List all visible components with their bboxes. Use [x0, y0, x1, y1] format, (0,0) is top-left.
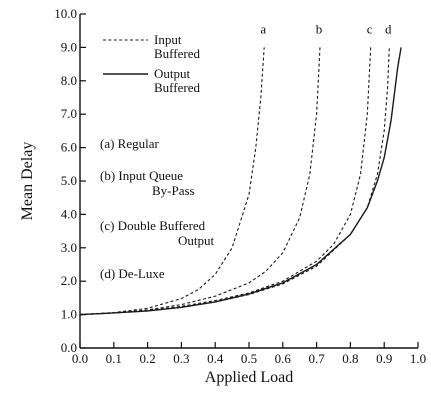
- x-tick-label: 0.4: [207, 351, 224, 366]
- x-axis-title: Applied Load: [205, 369, 293, 386]
- note-text: (d) De-Luxe: [100, 266, 165, 281]
- y-tick-label: 4.0: [61, 206, 77, 221]
- y-tick-label: 9.0: [61, 39, 77, 54]
- legend-label: Buffered: [154, 80, 200, 95]
- legend-label: Output: [154, 66, 191, 81]
- y-tick-label: 10.0: [54, 6, 77, 21]
- curve-label-b: b: [316, 21, 323, 36]
- curves-group: [79, 47, 402, 316]
- curve-label-c: c: [367, 21, 373, 36]
- x-tick-label: 0.9: [376, 351, 392, 366]
- note-text: (a) Regular: [100, 136, 160, 151]
- series-line-a: [79, 47, 265, 316]
- y-tick-label: 8.0: [61, 73, 77, 88]
- curve-label-d: d: [385, 21, 392, 36]
- x-tick-label: 0.6: [275, 351, 292, 366]
- y-tick-label: 5.0: [61, 173, 77, 188]
- y-tick-label: 1.0: [61, 307, 77, 322]
- note-text: Output: [178, 233, 215, 248]
- series-line-b: [79, 47, 321, 316]
- y-tick-label: 7.0: [61, 106, 77, 121]
- note-text: (c) Double Buffered: [100, 218, 206, 233]
- x-tick-label: 0.0: [72, 351, 88, 366]
- curve-label-a: a: [260, 21, 266, 36]
- x-tick-label: 0.8: [342, 351, 358, 366]
- series-line-output-buffered: [79, 47, 402, 316]
- y-axis-title: Mean Delay: [19, 142, 36, 221]
- y-tick-label: 3.0: [61, 240, 77, 255]
- note-text: (b) Input Queue: [100, 168, 183, 183]
- axes-group: 0.0 0.1 0.2 0.3 0.4 0.5 0.6 0.7 0.8 0.9 1.0 0.0 1.0 2…: [19, 6, 426, 386]
- x-tick-label: 0.2: [139, 351, 155, 366]
- x-tick-label: 1.0: [410, 351, 426, 366]
- x-tick-label: 0.1: [106, 351, 122, 366]
- legend-label: Input: [154, 32, 182, 47]
- x-tick-label: 0.3: [173, 351, 189, 366]
- y-tick-label: 2.0: [61, 273, 77, 288]
- y-tick-label: 0.0: [61, 340, 77, 355]
- legend-label: Buffered: [154, 46, 200, 61]
- y-tick-label: 6.0: [61, 140, 77, 155]
- note-text: By-Pass: [152, 183, 195, 198]
- x-tick-label: 0.5: [241, 351, 257, 366]
- x-tick-label: 0.7: [308, 351, 325, 366]
